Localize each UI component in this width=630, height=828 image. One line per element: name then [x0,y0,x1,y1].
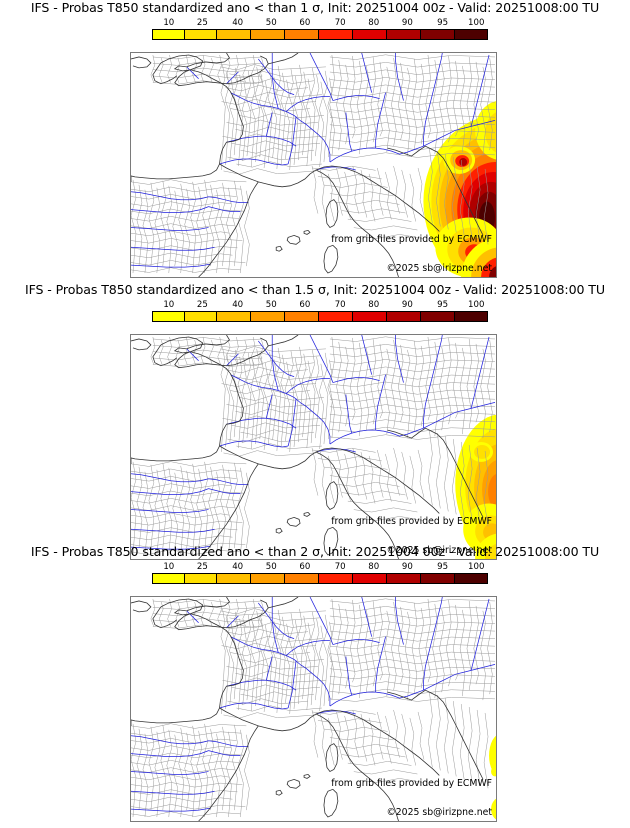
colorbar-tick: 80 [368,18,380,28]
colorbar-tick: 25 [196,18,208,28]
weather-map[interactable]: from grib files provided by ECMWF ©2025 … [130,596,497,822]
colorbar-tick: 90 [401,18,413,28]
colorbar-tick: 60 [299,300,311,310]
colorbar-swatch [217,30,252,39]
colorbar-tick: 80 [368,562,380,572]
colorbar: 10 25 40 50 60 70 80 90 95 100 [152,562,488,584]
balearic-islands-icon [276,774,310,795]
colorbar-swatch [285,30,320,39]
geography-layer [131,335,495,559]
colorbar-tick-labels: 10 25 40 50 60 70 80 90 95 100 [152,300,488,311]
colorbar-swatch [421,312,456,321]
colorbar-tick: 10 [163,18,175,28]
balearic-islands-icon [276,230,310,251]
colorbar-swatch [185,30,218,39]
data-source-credit: from grib files provided by ECMWF [331,234,492,245]
colorbar-swatch [251,574,286,583]
forecast-panel: IFS - Probas T850 standardized ano < tha… [0,544,630,828]
colorbar-tick: 70 [334,562,346,572]
colorbar-tick-labels: 10 25 40 50 60 70 80 90 95 100 [152,18,488,29]
colorbar-swatch [353,574,388,583]
colorbar-swatch [251,312,286,321]
colorbar-tick: 100 [468,18,485,28]
colorbar-swatch [217,574,252,583]
probability-shading-layer [423,101,496,277]
colorbar-tick: 100 [468,562,485,572]
colorbar-tick: 60 [299,562,311,572]
colorbar-tick: 40 [232,300,244,310]
panel-title: IFS - Probas T850 standardized ano < tha… [24,282,606,297]
balearic-islands-icon [276,512,310,533]
colorbar-swatches [152,29,488,40]
colorbar-tick: 95 [437,562,449,572]
colorbar-swatch [455,312,487,321]
colorbar-tick: 80 [368,300,380,310]
geography-layer [131,597,495,821]
weather-map[interactable]: from grib files provided by ECMWF ©2025 … [130,52,497,278]
colorbar-tick: 25 [196,300,208,310]
colorbar-tick: 95 [437,300,449,310]
colorbar: 10 25 40 50 60 70 80 90 95 100 [152,18,488,40]
colorbar-swatch [387,574,422,583]
colorbar-swatch [153,30,186,39]
colorbar-tick: 25 [196,562,208,572]
colorbar-tick: 100 [468,300,485,310]
colorbar-swatch [387,312,422,321]
colorbar-tick: 70 [334,18,346,28]
colorbar-tick: 50 [265,18,277,28]
colorbar-swatch [319,574,354,583]
colorbar-swatch [319,30,354,39]
colorbar-tick: 50 [265,562,277,572]
forecast-panel: IFS - Probas T850 standardized ano < tha… [0,0,630,282]
colorbar-swatch [153,574,186,583]
colorbar-tick: 10 [163,562,175,572]
colorbar-swatch [319,312,354,321]
copyright-credit: ©2025 sb@irizpne.net [386,807,492,818]
colorbar-tick: 50 [265,300,277,310]
colorbar-swatches [152,311,488,322]
data-source-credit: from grib files provided by ECMWF [331,516,492,527]
panel-title: IFS - Probas T850 standardized ano < tha… [30,0,600,15]
probability-shading-layer [489,735,496,820]
colorbar-swatch [455,574,487,583]
copyright-credit: ©2025 sb@irizpne.net [386,545,492,556]
copyright-credit: ©2025 sb@irizpne.net [386,263,492,274]
map-canvas [131,53,496,277]
colorbar-swatch [185,312,218,321]
colorbar-tick: 70 [334,300,346,310]
colorbar-tick: 95 [437,18,449,28]
colorbar-tick: 40 [232,18,244,28]
colorbar-swatch [251,30,286,39]
colorbar-tick: 90 [401,300,413,310]
data-source-credit: from grib files provided by ECMWF [331,778,492,789]
colorbar-swatch [285,574,320,583]
map-canvas [131,597,496,821]
colorbar: 10 25 40 50 60 70 80 90 95 100 [152,300,488,322]
colorbar-swatch [353,30,388,39]
colorbar-swatch [421,574,456,583]
panel-title: IFS - Probas T850 standardized ano < tha… [30,544,600,559]
colorbar-tick-labels: 10 25 40 50 60 70 80 90 95 100 [152,562,488,573]
colorbar-swatch [353,312,388,321]
weather-map[interactable]: from grib files provided by ECMWF ©2025 … [130,334,497,560]
colorbar-swatches [152,573,488,584]
colorbar-swatch [217,312,252,321]
geography-layer [131,53,495,277]
colorbar-swatch [455,30,487,39]
colorbar-swatch [185,574,218,583]
colorbar-swatch [421,30,456,39]
colorbar-swatch [387,30,422,39]
map-canvas [131,335,496,559]
forecast-panel: IFS - Probas T850 standardized ano < tha… [0,282,630,560]
colorbar-tick: 10 [163,300,175,310]
colorbar-tick: 60 [299,18,311,28]
colorbar-tick: 40 [232,562,244,572]
colorbar-swatch [285,312,320,321]
colorbar-swatch [153,312,186,321]
colorbar-tick: 90 [401,562,413,572]
